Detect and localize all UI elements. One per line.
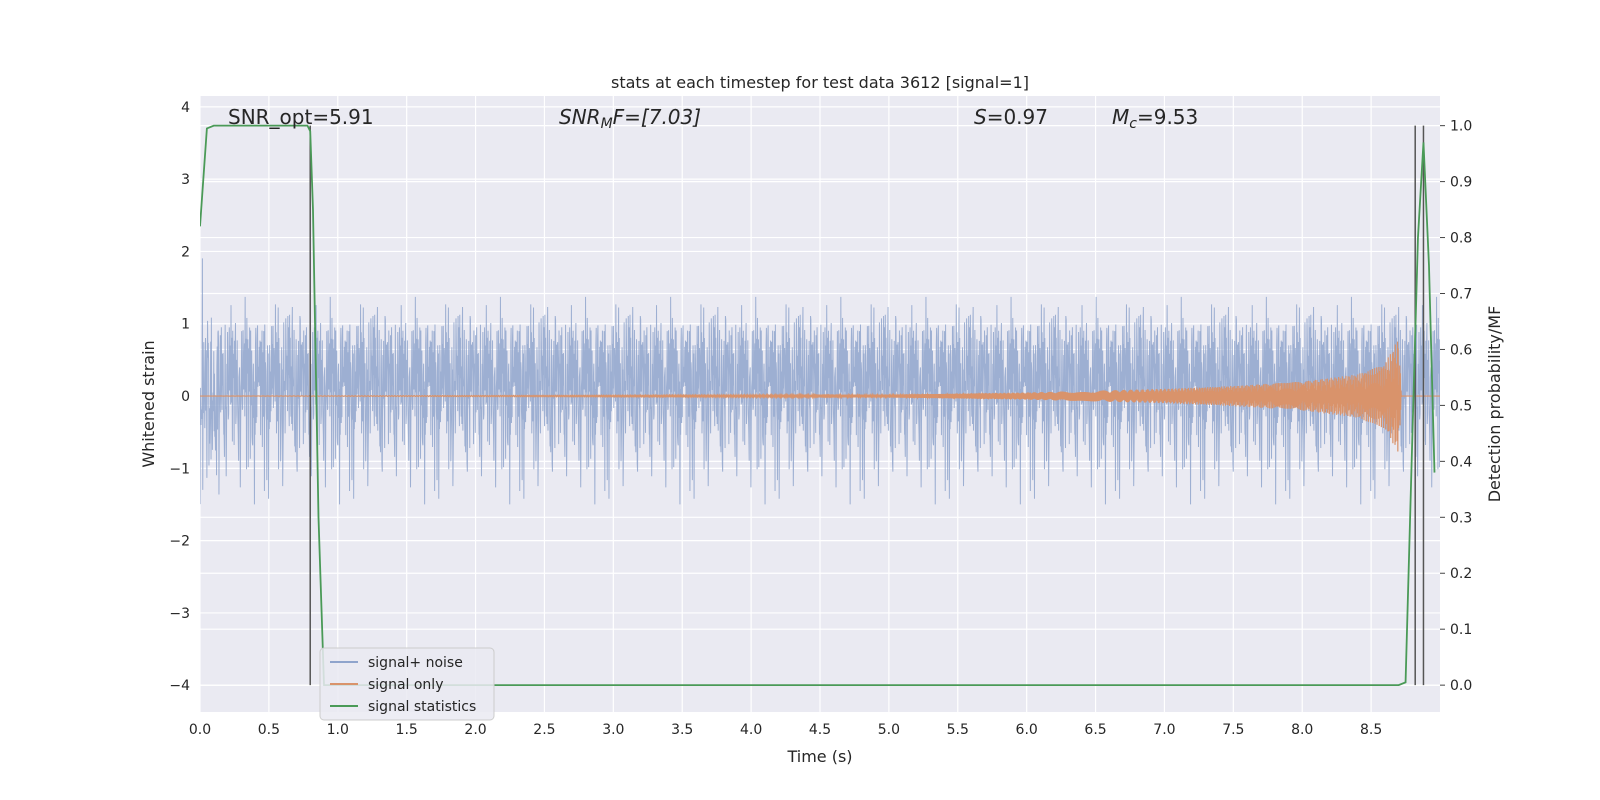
y-axis-label: Whitened strain	[139, 340, 158, 467]
annotation-s-rest: =0.97	[987, 105, 1048, 129]
y-tick-label: 1	[181, 317, 190, 333]
annotation-s-main: S	[974, 105, 987, 129]
legend-box	[319, 647, 495, 721]
x-axis-label: Time (s)	[786, 747, 852, 766]
annotation-mc: Mc=9.53	[1112, 105, 1198, 132]
y-axis-ticks: 4 3 2 1 0 −1 −2 −3 −4	[169, 100, 190, 694]
annotation-mc-sub: c	[1129, 116, 1137, 132]
y-tick-label: 4	[181, 100, 190, 116]
legend-label-signal-noise: signal+ noise	[368, 655, 463, 671]
x-tick-label: 7.0	[1153, 722, 1175, 738]
y-tick-label: −2	[169, 534, 190, 550]
legend-label-signal-only: signal only	[368, 677, 443, 693]
x-tick-label: 2.5	[533, 722, 555, 738]
y2-tick-label: 0.7	[1450, 287, 1472, 303]
signal-trace	[200, 341, 1440, 452]
y2-tick-label: 0.8	[1450, 231, 1472, 247]
annotation-mc-rest: =9.53	[1137, 105, 1198, 129]
y2-axis-ticks: 1.0 0.9 0.8 0.7 0.6 0.5 0.4 0.3 0.2 0.1 0.0	[1440, 119, 1472, 694]
annotation-snr-mf: SNRMF=[7.03]	[559, 105, 701, 132]
y-tick-label: 3	[181, 172, 190, 188]
y2-tick-label: 1.0	[1450, 119, 1472, 135]
annotation-snr-mf-sub: M	[601, 116, 613, 132]
series-signal-statistics	[200, 124, 1436, 687]
x-tick-label: 0.0	[189, 722, 211, 738]
y2-tick-label: 0.1	[1450, 622, 1472, 638]
series-signal-noise	[200, 258, 1440, 505]
plot-content	[200, 124, 1440, 687]
x-tick-label: 1.5	[396, 722, 418, 738]
y-tick-label: −3	[169, 606, 190, 622]
x-tick-label: 5.0	[878, 722, 900, 738]
legend: signal+ noise signal only signal statist…	[319, 647, 495, 721]
x-tick-label: 1.0	[327, 722, 349, 738]
y2-tick-label: 0.9	[1450, 175, 1472, 191]
annotation-snr-mf-rest: F=[7.03]	[613, 105, 701, 129]
y-tick-label: 2	[181, 244, 190, 260]
x-tick-label: 4.5	[809, 722, 831, 738]
vertical-markers	[309, 125, 1425, 686]
y2-tick-label: 0.6	[1450, 342, 1472, 358]
y2-axis-label: Detection probability/MF	[1485, 306, 1504, 503]
x-tick-label: 8.0	[1291, 722, 1313, 738]
series-signal-only	[200, 341, 1440, 452]
x-tick-label: 6.5	[1084, 722, 1106, 738]
y-tick-label: −4	[169, 678, 190, 694]
annotation-s: S=0.97	[974, 105, 1048, 129]
annotation-snr-opt: SNR_opt=5.91	[228, 105, 374, 129]
annotation-mc-main: M	[1112, 105, 1129, 129]
noise-trace	[200, 258, 1440, 505]
y-tick-label: 0	[181, 389, 190, 405]
statistics-trace	[200, 124, 1436, 687]
x-tick-label: 7.5	[1222, 722, 1244, 738]
x-tick-label: 4.0	[740, 722, 762, 738]
x-tick-label: 6.0	[1016, 722, 1038, 738]
y-tick-label: −1	[169, 461, 190, 477]
y2-tick-label: 0.3	[1450, 510, 1472, 526]
x-axis-ticks: 0.0 0.5 1.0 1.5 2.0 2.5 3.0 3.5 4.0 4.5 5.0 5.5 6.0 6…	[189, 722, 1382, 738]
x-tick-label: 3.5	[671, 722, 693, 738]
x-tick-label: 0.5	[258, 722, 280, 738]
x-tick-label: 3.0	[602, 722, 624, 738]
y2-tick-label: 0.0	[1450, 678, 1472, 694]
x-tick-label: 8.5	[1360, 722, 1382, 738]
x-tick-label: 5.5	[947, 722, 969, 738]
legend-label-signal-statistics: signal statistics	[368, 699, 476, 715]
y2-tick-label: 0.4	[1450, 454, 1472, 470]
y2-tick-label: 0.2	[1450, 566, 1472, 582]
x-tick-label: 2.0	[464, 722, 486, 738]
chart-title: stats at each timestep for test data 361…	[611, 73, 1029, 92]
annotation-snr-mf-main: SNR	[559, 105, 601, 129]
y2-tick-label: 0.5	[1450, 398, 1472, 414]
